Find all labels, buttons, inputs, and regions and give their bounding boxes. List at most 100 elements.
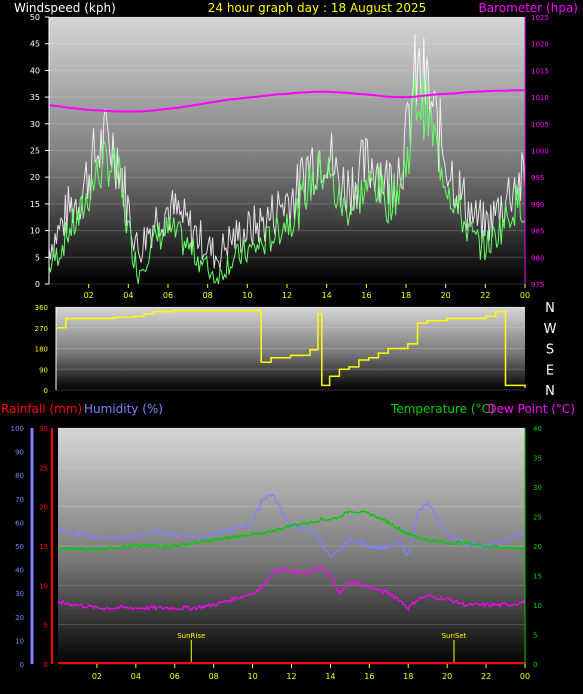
lower-time-tick-label: 14	[325, 672, 335, 681]
wind-tick-label: 15	[30, 200, 40, 209]
direction-tick-label: 360	[35, 304, 48, 312]
barometer-tick-label: 975	[531, 281, 544, 289]
lower-time-tick-label: 20	[442, 672, 452, 681]
rainfall-tick-label: 30	[39, 425, 48, 433]
lower-time-tick-label: 02	[92, 672, 102, 681]
lower-time-tick-label: 06	[170, 672, 180, 681]
humidity-tick-label: 10	[15, 637, 24, 645]
temperature-axis-label: Temperature (°C)	[390, 402, 495, 416]
time-tick-label: 20	[441, 291, 451, 300]
windspeed-axis-label: Windspeed (kph)	[14, 1, 116, 15]
compass-label: N	[545, 384, 555, 399]
wind-panel-background	[49, 17, 525, 284]
humidity-tick-label: 90	[15, 449, 24, 457]
humidity-tick-label: 0	[20, 661, 24, 669]
direction-tick-label: 90	[39, 366, 48, 374]
barometer-tick-label: 995	[531, 174, 544, 182]
temperature-tick-label: 40	[533, 425, 542, 433]
barometer-tick-label: 980	[531, 254, 544, 262]
barometer-tick-label: 1015	[531, 67, 549, 75]
lower-time-tick-label: 18	[403, 672, 413, 681]
humidity-tick-label: 50	[15, 543, 24, 551]
humidity-tick-label: 40	[15, 567, 24, 575]
direction-tick-label: 180	[35, 346, 48, 354]
wind-tick-label: 10	[30, 227, 40, 236]
graph-title: 24 hour graph day : 18 August 2025	[208, 1, 427, 15]
time-tick-label: 10	[242, 291, 252, 300]
time-tick-label: 14	[322, 291, 332, 300]
wind-tick-label: 40	[30, 66, 40, 75]
humidity-tick-label: 80	[15, 472, 24, 480]
temperature-tick-label: 0	[533, 661, 537, 669]
rainfall-tick-label: 20	[39, 504, 48, 512]
wind-tick-label: 0	[35, 280, 40, 289]
lower-time-tick-label: 04	[131, 672, 141, 681]
humidity-tick-label: 60	[15, 519, 24, 527]
rainfall-tick-label: 25	[39, 464, 48, 472]
dewpoint-line	[57, 564, 526, 612]
wind-tick-label: 25	[30, 147, 40, 156]
lower-time-tick-label: 12	[286, 672, 296, 681]
humidity-tick-label: 70	[15, 496, 24, 504]
time-tick-label: 18	[401, 291, 411, 300]
time-tick-label: 04	[123, 291, 133, 300]
humidity-tick-label: 30	[15, 590, 24, 598]
direction-tick-label: 0	[44, 387, 48, 395]
compass-label: N	[545, 301, 555, 316]
barometer-tick-label: 1020	[531, 41, 549, 49]
humidity-tick-label: 20	[15, 614, 24, 622]
humidity-tick-label: 100	[11, 425, 24, 433]
time-tick-label: 02	[84, 291, 94, 300]
humidity-axis-label: Humidity (%)	[84, 402, 163, 416]
wind-speed-line	[48, 74, 526, 285]
wind-direction-line	[56, 309, 526, 388]
time-tick-label: 22	[480, 291, 490, 300]
wind-tick-label: 50	[30, 13, 40, 22]
temperature-tick-label: 35	[533, 455, 542, 463]
wind-tick-label: 45	[30, 40, 40, 49]
barometer-tick-label: 1025	[531, 14, 549, 22]
temperature-tick-label: 10	[533, 602, 542, 610]
time-tick-label: 08	[203, 291, 213, 300]
rainfall-tick-label: 10	[39, 582, 48, 590]
time-tick-label: 16	[361, 291, 371, 300]
temperature-tick-label: 30	[533, 484, 542, 492]
wind-tick-label: 20	[30, 173, 40, 182]
wind-tick-label: 35	[30, 93, 40, 102]
lower-time-tick-label: 10	[247, 672, 257, 681]
chart-layer: 0510152025303540455097598098599099510001…	[11, 13, 557, 681]
lower-panel-background	[58, 428, 525, 666]
time-tick-label: 00	[520, 291, 530, 300]
time-tick-label: 12	[282, 291, 292, 300]
barometer-tick-label: 1000	[531, 148, 549, 156]
barometer-tick-label: 990	[531, 201, 544, 209]
time-tick-label: 06	[163, 291, 173, 300]
barometer-tick-label: 1005	[531, 121, 549, 129]
temperature-tick-label: 20	[533, 543, 542, 551]
rainfall-tick-label: 0	[44, 661, 48, 669]
wind-gust-line	[48, 33, 526, 270]
temperature-tick-label: 5	[533, 632, 537, 640]
lower-time-tick-label: 08	[209, 672, 219, 681]
wind-tick-label: 30	[30, 120, 40, 129]
lower-time-tick-label: 16	[364, 672, 374, 681]
rainfall-tick-label: 15	[39, 543, 48, 551]
compass-label: S	[546, 343, 554, 358]
rainfall-axis-label: Rainfall (mm)	[1, 402, 82, 416]
barometer-tick-label: 1010	[531, 94, 549, 102]
barometer-tick-label: 985	[531, 228, 544, 236]
compass-label: W	[544, 322, 557, 337]
compass-label: E	[546, 363, 554, 378]
barometer-line	[48, 89, 525, 113]
direction-tick-label: 270	[35, 325, 48, 333]
temperature-tick-label: 25	[533, 514, 542, 522]
temperature-tick-label: 15	[533, 573, 542, 581]
sunrise-label: SunRise	[177, 632, 205, 640]
sunset-label: SunSet	[442, 632, 467, 640]
rainfall-tick-label: 5	[44, 622, 48, 630]
barometer-axis-label: Barometer (hpa)	[479, 1, 578, 15]
lower-time-tick-label: 22	[481, 672, 491, 681]
temperature-line	[57, 509, 526, 552]
